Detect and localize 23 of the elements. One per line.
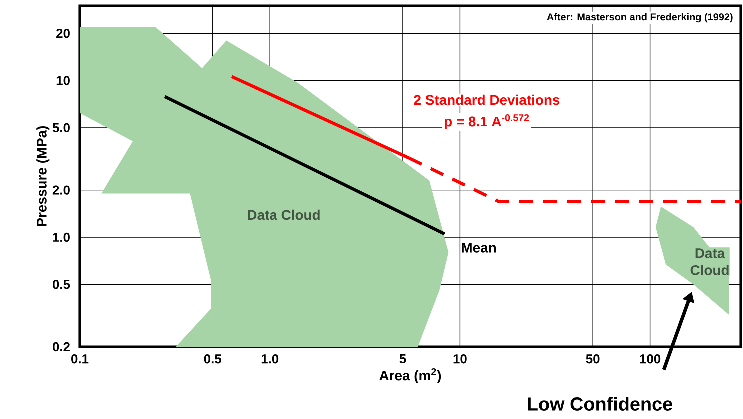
x-tick-label: 100 bbox=[640, 354, 661, 364]
y-tick-label: 20 bbox=[56, 29, 70, 38]
x-axis-title: Area (m$^{2}$) bbox=[380, 368, 442, 384]
annotation: p = 8.1 A$^{-0.572}$ bbox=[444, 114, 530, 130]
y-tick-label: 2.0 bbox=[52, 186, 70, 195]
y-tick-label: 0.2 bbox=[52, 342, 70, 352]
text: 2 Standard Deviations bbox=[414, 94, 560, 106]
y-tick-label: 5.0 bbox=[52, 123, 70, 133]
x-tick-label: 10 bbox=[454, 354, 467, 364]
y-axis-title: Pressure (MPa) bbox=[36, 126, 50, 226]
x-tick-label: 50 bbox=[586, 354, 600, 364]
annotation: After: Masterson and Frederking (1992) bbox=[547, 13, 733, 23]
x-tick-label: 5 bbox=[400, 354, 406, 364]
series-label: Mean bbox=[462, 243, 496, 253]
series-label: Data Cloud bbox=[690, 248, 729, 276]
series-label: Data Cloud bbox=[248, 210, 320, 220]
x-tick-label: 0.1 bbox=[72, 354, 89, 364]
y-tick-label: 10 bbox=[56, 76, 70, 86]
x-tick-label: 0.5 bbox=[204, 354, 222, 364]
text: Low Confidence bbox=[528, 397, 672, 411]
y-tick-label: 1.0 bbox=[53, 232, 70, 242]
x-tick-label: 1.0 bbox=[262, 354, 279, 364]
y-tick-label: 0.5 bbox=[52, 280, 70, 290]
